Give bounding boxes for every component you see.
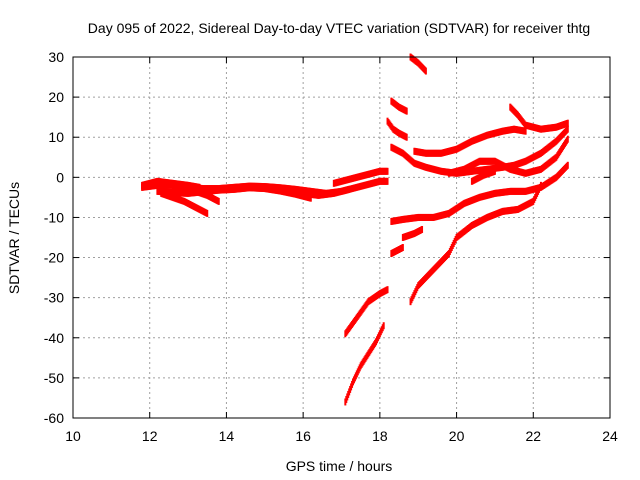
data-series [413, 125, 527, 157]
x-tick-label: 22 [525, 428, 541, 444]
y-tick-label: 10 [48, 129, 64, 145]
data-points [141, 53, 569, 406]
data-series [160, 189, 209, 217]
y-tick-label: -20 [44, 250, 64, 266]
plot-frame [72, 56, 611, 419]
data-series [171, 183, 220, 205]
data-series [470, 167, 496, 185]
chart-title: Day 095 of 2022, Sidereal Day-to-day VTE… [88, 20, 590, 36]
y-tick-label: 20 [48, 89, 64, 105]
axis-ticks: 10 12 14 16 18 20 22 24 -60 -50 -40 -30 -20 -10 0 10 20 3… [44, 49, 618, 444]
x-tick-label: 20 [449, 428, 465, 444]
x-tick-label: 12 [142, 428, 158, 444]
x-tick-label: 14 [219, 428, 235, 444]
data-series [344, 322, 385, 406]
y-axis-label: SDTVAR / TECUs [6, 182, 22, 294]
y-tick-label: -50 [44, 370, 64, 386]
data-series [390, 97, 408, 115]
data-series [509, 103, 569, 133]
data-series [390, 244, 404, 258]
x-tick-label: 18 [372, 428, 388, 444]
y-tick-label: -60 [44, 410, 64, 426]
y-tick-label: -40 [44, 330, 64, 346]
x-tick-label: 24 [602, 428, 618, 444]
y-tick-label: -30 [44, 290, 64, 306]
y-tick-label: 30 [48, 49, 64, 65]
data-series [344, 286, 389, 338]
y-tick-label: 0 [56, 169, 64, 185]
data-series [332, 167, 389, 187]
data-series [409, 181, 542, 306]
data-series [409, 53, 427, 75]
x-axis-label: GPS time / hours [286, 458, 393, 474]
data-series [401, 225, 424, 241]
y-tick-label: -10 [44, 209, 64, 225]
data-series [302, 177, 389, 199]
data-series [447, 135, 569, 177]
x-tick-label: 10 [65, 428, 81, 444]
data-series [386, 117, 408, 141]
x-tick-label: 16 [295, 428, 311, 444]
